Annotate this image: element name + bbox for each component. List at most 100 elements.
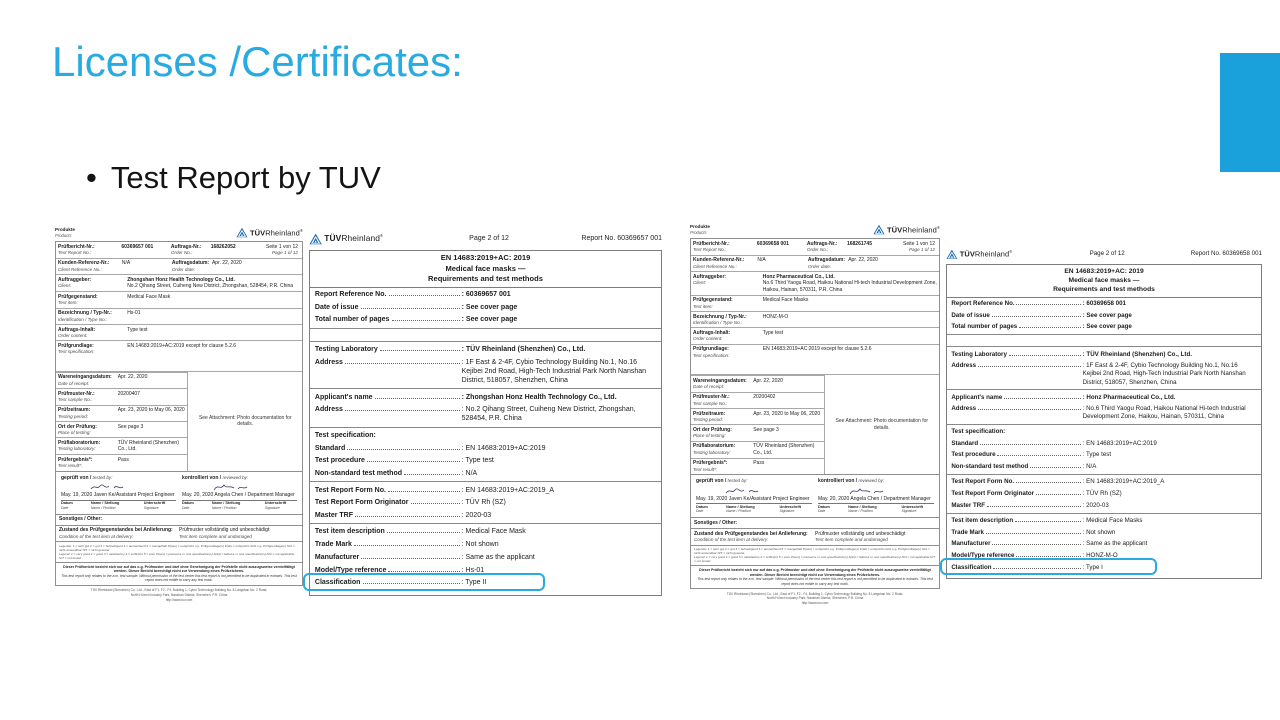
signature-block: geprüft von / tested by: May. 19, 2020 J…: [691, 474, 939, 517]
page2-header: TÜVRheinland® Page 2 of 12 Report No. 60…: [309, 233, 662, 245]
field-label: Standard: [951, 439, 979, 447]
field-value: Type test: [1083, 451, 1257, 459]
document-category: Produkte Products: [690, 224, 710, 235]
dotted-leader: [1016, 552, 1081, 558]
report-field-row: Trade Mark Not shown: [310, 538, 661, 551]
field-label: Auftrags-Nr.: Order No.:: [806, 240, 838, 253]
report-number: 60369657 001: [121, 243, 154, 250]
cover-field-row: Auftrags-Inhalt: Order content: Type test: [56, 324, 302, 340]
field-label: Test Report Form No.: [314, 486, 386, 494]
tuv-triangle-icon: [309, 233, 322, 245]
dotted-leader: [362, 578, 460, 585]
dotted-leader: [1004, 393, 1081, 399]
report-field-row: Total number of pages See cover page: [947, 321, 1261, 336]
category-de: Produkte: [690, 224, 710, 229]
brand-text: TÜVRheinland®: [886, 224, 940, 235]
col-date: Datum Date: [696, 504, 708, 514]
standard-title-line1: EN 14683:2019+AC: 2019: [1064, 268, 1144, 276]
field-label: Prüfmuster-Nr.: Test sample No.:: [58, 390, 95, 403]
field-value: Medical Face Masks: [1083, 517, 1257, 525]
field-label: Prüfgegenstand: Test item:: [693, 297, 733, 309]
report-field-row: Date of issue See cover page: [947, 309, 1261, 321]
tuv-report-page2-1: TÜVRheinland® Page 2 of 12 Report No. 60…: [303, 233, 662, 596]
standard-title: EN 14683:2019+AC: 2019 Medical face mask…: [947, 265, 1261, 298]
report-field-row: Test specification:: [947, 426, 1261, 437]
dotted-leader: [997, 451, 1081, 457]
cover-field-row: Auftraggeber: Client: Zhongshan Honz Heal…: [56, 274, 302, 291]
condition-value: Prüfmuster vollständig und unbeschädigt T…: [179, 527, 270, 539]
cover-field-row: Prüfergebnis*: Test result*: Pass: [56, 454, 188, 470]
col-date: Datum Date: [61, 501, 73, 511]
field-label: Prüfmuster-Nr.: Test sample No.:: [693, 394, 730, 406]
field-value: See cover page: [462, 315, 656, 324]
cover-field-row: Prüfergebnis*: Test result*: Pass: [691, 457, 824, 474]
report-field-row: Test procedure Type test: [310, 454, 661, 467]
standard-title-line2: Medical face masks —: [445, 263, 526, 273]
field-label: Auftraggeber: Client:: [58, 276, 92, 289]
field-value: TÜV Rh (SZ): [462, 498, 656, 507]
page-title: Licenses /Certificates:: [52, 38, 463, 85]
field-label: Date of issue: [951, 311, 990, 319]
cover-field-row: Ort der Prüfung: Place of testing: See pa…: [691, 424, 824, 440]
reviewed-by-half: kontrolliert von / reviewed by: May. 20,…: [815, 477, 937, 515]
field-value: TÜV Rheinland (Shenzhen) Co., Ltd.: [1083, 351, 1257, 359]
dotted-leader: [993, 563, 1081, 569]
dotted-leader: [1030, 463, 1081, 469]
field-value: Type II: [462, 578, 656, 587]
field-label: Prüfzeitraum: Testing period:: [58, 407, 91, 419]
cover-field-row: Bezeichnung / Typ-Nr.: Identification / T…: [691, 310, 939, 327]
signature-scribble-icon: [725, 488, 759, 493]
dotted-leader: [1035, 490, 1081, 496]
signature-columns: Datum Date Name / Stellung Name / Position…: [818, 504, 934, 514]
report-field-row: Date of issue See cover page: [310, 300, 661, 313]
field-label: Test item description: [951, 516, 1014, 524]
cover-field-row: Wareneingangsdatum: Date of receipt: Apr.…: [691, 375, 824, 391]
testing-details-section: Wareneingangsdatum: Date of receipt: Apr.…: [691, 374, 939, 475]
field-label: Classification: [951, 563, 992, 571]
dotted-leader: [985, 528, 1081, 534]
dotted-leader: [1008, 350, 1081, 356]
col-name: Name / Stellung Name / Position: [848, 504, 877, 514]
field-value: No.2 Qihang Street, Cuiheng New District…: [462, 405, 656, 423]
field-label: Address: [314, 359, 343, 367]
dotted-leader: [404, 469, 460, 476]
field-value: Hs-01: [462, 566, 656, 575]
tuv-rheinland-logo: TÜVRheinland®: [873, 224, 940, 235]
report-field-row: Test specification:: [310, 429, 661, 442]
signature-scribble-icon: [90, 484, 124, 490]
report-number-row: Prüfbericht-Nr.: Test Report No.: 6036965…: [56, 242, 302, 257]
report-field-row: Classification Type I: [940, 558, 1261, 575]
field-value: Type test: [127, 326, 148, 333]
cover-header: Produkte Products TÜVRheinland®: [690, 224, 940, 235]
tuv-triangle-icon: [873, 225, 885, 235]
col-date: Datum Date: [818, 504, 830, 514]
field-value: Hs-01: [127, 310, 141, 317]
signature-scribble-icon: [849, 487, 884, 494]
photo-note: See Attachment: Photo documentation for …: [198, 414, 292, 428]
field-label: Wareneingangsdatum: Date of receipt:: [58, 374, 112, 386]
standard-title: EN 14683:2019+AC: 2019 Medical face mask…: [310, 251, 661, 288]
field-label: Model/Type reference: [951, 552, 1015, 560]
report-field-row: Applicant's name Honz Pharmaceutical Co.…: [947, 391, 1261, 403]
field-label: Address: [951, 362, 977, 370]
dotted-leader: [367, 456, 460, 463]
field-label: Test Report Form Originator: [314, 499, 409, 507]
reviewed-by-label: kontrolliert von / reviewed by:: [818, 478, 885, 485]
field-label: Kunden-Referenz-Nr.: Client Reference No.…: [693, 257, 745, 269]
order-date-value: Apr. 22, 2020: [211, 260, 242, 267]
field-value: Zhongshan Honz Health Technology Co., Lt…: [462, 393, 656, 402]
client-ref-row: Kunden-Referenz-Nr.: Client Reference No.…: [691, 254, 939, 271]
cover-field-row: Auftraggeber: Client: Honz Pharmaceutical…: [691, 271, 939, 294]
report-field-row: Testing Laboratory TÜV Rheinland (Shenzh…: [947, 348, 1261, 360]
signature-block: geprüft von / tested by: May. 19, 2020 J…: [56, 470, 302, 514]
col-signature: Unterschrift Signature: [264, 501, 287, 511]
report-field-row: Classification Type II: [303, 573, 661, 591]
dotted-leader: [991, 311, 1081, 317]
client-ref-row: Kunden-Referenz-Nr.: Client Reference No.…: [56, 257, 302, 274]
field-label: Auftragsdatum: Order date:: [807, 257, 846, 269]
field-value: EN 14683:2019+AC:2019_A: [1083, 478, 1257, 486]
field-label: Manufacturer: [951, 540, 991, 548]
field-label: Report Reference No.: [314, 290, 387, 298]
dotted-leader: [388, 485, 460, 492]
